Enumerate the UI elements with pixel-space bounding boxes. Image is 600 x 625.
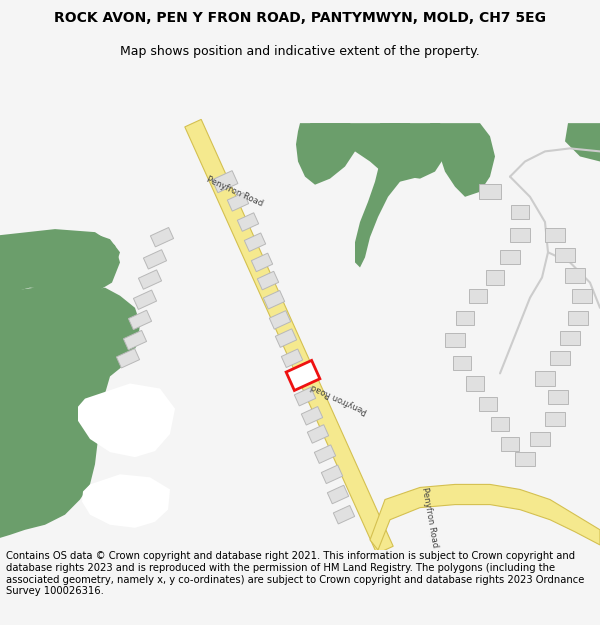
Polygon shape (370, 484, 600, 550)
Polygon shape (128, 310, 152, 329)
Polygon shape (143, 250, 167, 269)
Polygon shape (185, 119, 393, 554)
Polygon shape (301, 406, 323, 425)
Polygon shape (550, 351, 570, 366)
Polygon shape (238, 213, 259, 231)
Polygon shape (515, 452, 535, 466)
Polygon shape (244, 233, 266, 251)
Polygon shape (0, 229, 120, 296)
Polygon shape (0, 286, 140, 538)
Polygon shape (479, 397, 497, 411)
Polygon shape (501, 437, 519, 451)
Polygon shape (530, 432, 550, 446)
Polygon shape (565, 123, 600, 161)
Polygon shape (314, 445, 335, 463)
Polygon shape (334, 506, 355, 524)
Polygon shape (281, 349, 302, 368)
Polygon shape (430, 123, 495, 197)
Polygon shape (275, 329, 296, 348)
Polygon shape (322, 465, 343, 484)
Polygon shape (479, 184, 501, 199)
Polygon shape (296, 123, 360, 185)
Polygon shape (310, 123, 440, 182)
Polygon shape (486, 271, 504, 284)
Polygon shape (453, 356, 471, 371)
Text: Map shows position and indicative extent of the property.: Map shows position and indicative extent… (120, 45, 480, 58)
Polygon shape (82, 474, 170, 528)
Polygon shape (286, 361, 320, 391)
Polygon shape (388, 123, 450, 179)
Polygon shape (257, 271, 278, 290)
Polygon shape (560, 331, 580, 345)
Polygon shape (355, 123, 415, 268)
Polygon shape (263, 291, 284, 309)
Text: Penyfron Road: Penyfron Road (420, 487, 439, 549)
Polygon shape (535, 371, 555, 386)
Polygon shape (295, 388, 316, 406)
Polygon shape (269, 311, 290, 329)
Polygon shape (124, 331, 146, 350)
Polygon shape (0, 235, 110, 298)
Polygon shape (469, 289, 487, 302)
Polygon shape (328, 485, 349, 504)
Polygon shape (545, 228, 565, 242)
Text: ROCK AVON, PEN Y FRON ROAD, PANTYMWYN, MOLD, CH7 5EG: ROCK AVON, PEN Y FRON ROAD, PANTYMWYN, M… (54, 11, 546, 26)
Polygon shape (227, 192, 248, 211)
Polygon shape (78, 384, 175, 457)
Polygon shape (568, 311, 588, 325)
Polygon shape (500, 250, 520, 264)
Text: Penyfron Road: Penyfron Road (205, 175, 265, 209)
Polygon shape (466, 376, 484, 391)
Text: Penyfron Road: Penyfron Road (310, 382, 370, 416)
Polygon shape (565, 269, 585, 282)
Text: Contains OS data © Crown copyright and database right 2021. This information is : Contains OS data © Crown copyright and d… (6, 551, 584, 596)
Polygon shape (510, 228, 530, 242)
Polygon shape (151, 228, 173, 247)
Polygon shape (133, 290, 157, 309)
Polygon shape (456, 311, 474, 325)
Polygon shape (251, 253, 272, 272)
Polygon shape (42, 232, 120, 282)
Polygon shape (555, 248, 575, 262)
Polygon shape (545, 412, 565, 426)
Polygon shape (116, 349, 140, 368)
Polygon shape (139, 270, 161, 289)
Polygon shape (287, 367, 308, 386)
Polygon shape (572, 289, 592, 302)
Polygon shape (491, 417, 509, 431)
Polygon shape (307, 424, 329, 443)
Polygon shape (445, 333, 465, 347)
Polygon shape (548, 389, 568, 404)
Polygon shape (511, 205, 529, 219)
Polygon shape (212, 171, 238, 192)
